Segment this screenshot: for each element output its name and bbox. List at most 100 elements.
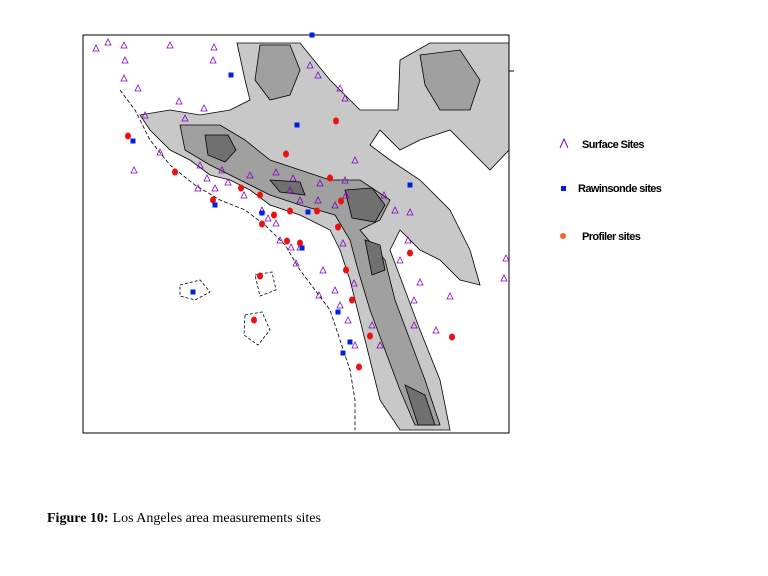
profiler-site <box>335 223 341 231</box>
surface-site <box>134 84 142 92</box>
surface-site <box>416 278 424 286</box>
rawinsonde-site <box>228 72 234 78</box>
legend-triangle <box>559 137 569 149</box>
surface-site <box>341 176 349 184</box>
surface-site <box>289 174 297 182</box>
surface-site <box>224 178 232 186</box>
surface-site <box>432 326 440 334</box>
caption-label: Figure 10: <box>47 511 109 526</box>
surface-site <box>351 156 359 164</box>
surface-site <box>339 239 347 247</box>
surface-site <box>336 301 344 309</box>
surface-site <box>240 191 248 199</box>
profiler-site <box>284 237 290 245</box>
surface-site <box>376 341 384 349</box>
profiler-site <box>297 239 303 247</box>
site-markers <box>92 32 510 371</box>
rawinsonde-site <box>212 202 218 208</box>
rawinsonde-site <box>407 182 413 188</box>
surface-site <box>92 44 100 52</box>
surface-site <box>344 316 352 324</box>
rawinsonde-site <box>309 32 315 38</box>
surface-site <box>331 286 339 294</box>
surface-site <box>314 196 322 204</box>
coastline <box>119 89 356 430</box>
rawinsonde-site <box>305 209 311 215</box>
surface-site <box>210 43 218 51</box>
legend-circle <box>560 233 566 239</box>
rawinsonde-site <box>299 245 305 251</box>
surface-site <box>292 259 300 267</box>
surface-site <box>380 191 388 199</box>
rawinsonde-site <box>259 210 265 216</box>
profiler-site <box>251 316 257 324</box>
profiler-site <box>338 197 344 205</box>
profiler-site <box>407 249 413 257</box>
rawinsonde-site <box>130 138 136 144</box>
surface-site <box>336 84 344 92</box>
surface-site <box>410 296 418 304</box>
surface-site <box>121 56 129 64</box>
legend-square <box>561 186 566 191</box>
surface-site <box>120 74 128 82</box>
profiler-site <box>257 272 263 280</box>
surface-site <box>446 292 454 300</box>
surface-site <box>350 279 358 287</box>
surface-site <box>368 321 376 329</box>
surface-site <box>130 166 138 174</box>
surface-site <box>404 236 412 244</box>
surface-site <box>287 243 295 251</box>
profiler-site <box>356 363 362 371</box>
surface-site <box>272 168 280 176</box>
terrain <box>119 42 510 431</box>
surface-site <box>156 148 164 156</box>
surface-site <box>341 94 349 102</box>
surface-site <box>276 236 284 244</box>
surface-site <box>181 114 189 122</box>
surface-site <box>175 97 183 105</box>
surface-site <box>211 184 219 192</box>
profiler-site <box>349 296 355 304</box>
surface-site <box>319 266 327 274</box>
legend-label: Rawinsonde sites <box>578 183 662 195</box>
surface-site <box>200 104 208 112</box>
profiler-site <box>238 184 244 192</box>
profiler-site <box>327 174 333 182</box>
profiler-site <box>287 207 293 215</box>
surface-site <box>314 71 322 79</box>
map-frame <box>82 34 510 434</box>
surface-site <box>351 341 359 349</box>
surface-site <box>502 254 510 262</box>
surface-site <box>209 56 217 64</box>
surface-site <box>272 219 280 227</box>
surface-site <box>286 186 294 194</box>
surface-site <box>166 41 174 49</box>
rawinsonde-site <box>335 309 341 315</box>
rawinsonde-site <box>340 350 346 356</box>
surface-site <box>500 274 508 282</box>
profiler-site <box>314 207 320 215</box>
surface-site <box>203 174 211 182</box>
surface-site <box>391 206 399 214</box>
profiler-site <box>367 332 373 340</box>
legend: Surface Sites Rawinsonde sites Profiler … <box>559 137 662 243</box>
surface-site <box>410 321 418 329</box>
surface-site <box>296 196 304 204</box>
surface-site <box>396 256 404 264</box>
profiler-site <box>283 150 289 158</box>
surface-site <box>141 111 149 119</box>
surface-site <box>331 201 339 209</box>
profiler-site <box>125 132 131 140</box>
profiler-site <box>449 333 455 341</box>
surface-site <box>264 214 272 222</box>
profiler-site <box>343 266 349 274</box>
surface-site <box>196 161 204 169</box>
profiler-site <box>271 211 277 219</box>
profiler-site <box>333 117 339 125</box>
terrain-dark <box>204 134 436 426</box>
legend-label: Surface Sites <box>582 139 644 151</box>
rawinsonde-site <box>294 122 300 128</box>
profiler-site <box>257 191 263 199</box>
